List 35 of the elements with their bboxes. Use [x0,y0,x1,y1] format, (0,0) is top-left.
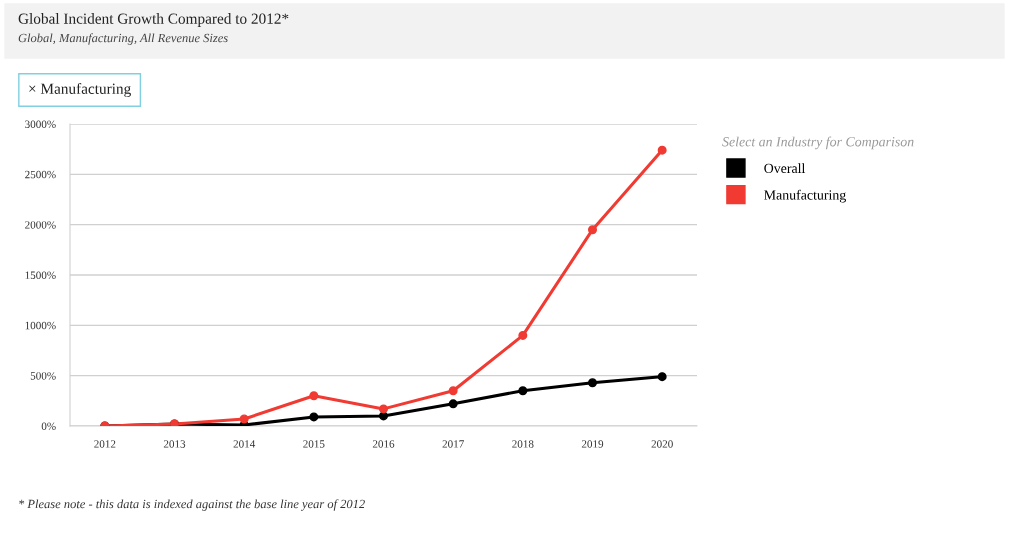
point [309,412,319,422]
text: * Please note - this data is indexed against the base line year of 2012 [19,499,365,511]
x-tick-label: 2019 [581,440,604,448]
y-tick-label: 2000% [25,221,56,229]
x-tick-label: 2015 [303,440,325,448]
point [588,225,597,235]
x-tick-label: 2012 [94,440,116,448]
y-tick-label: 3000% [25,120,56,128]
point [657,372,667,382]
text: × Manufacturing [29,82,131,98]
x-tick-label: 2020 [651,440,673,448]
legend-label: Overall [764,163,806,174]
point [518,330,528,340]
y-tick-label: 1500% [25,271,56,279]
x-tick-label: 2018 [512,440,534,448]
point [309,391,319,401]
chart-subtitle: Global, Manufacturing, All Revenue Sizes [18,33,228,45]
point [657,145,667,155]
point [518,386,528,396]
y-tick-label: 500% [30,372,56,380]
point [448,399,458,409]
point [588,378,597,388]
x-tick-label: 2016 [372,440,395,448]
y-tick-label: 1000% [25,321,56,330]
point [239,414,249,424]
x-tick-label: 2017 [442,440,464,448]
legend-title: Select an Industry for Comparison [722,136,914,150]
y-tick-label: 0% [41,422,56,430]
x-tick-label: 2013 [163,440,186,448]
legend-label: Manufacturing [764,189,846,203]
y-tick-label: 2500% [25,170,56,179]
x-tick-label: 2014 [233,440,256,448]
point [379,404,388,414]
chart-title: Global Incident Growth Compared to 2012* [18,13,289,27]
point [448,386,458,396]
